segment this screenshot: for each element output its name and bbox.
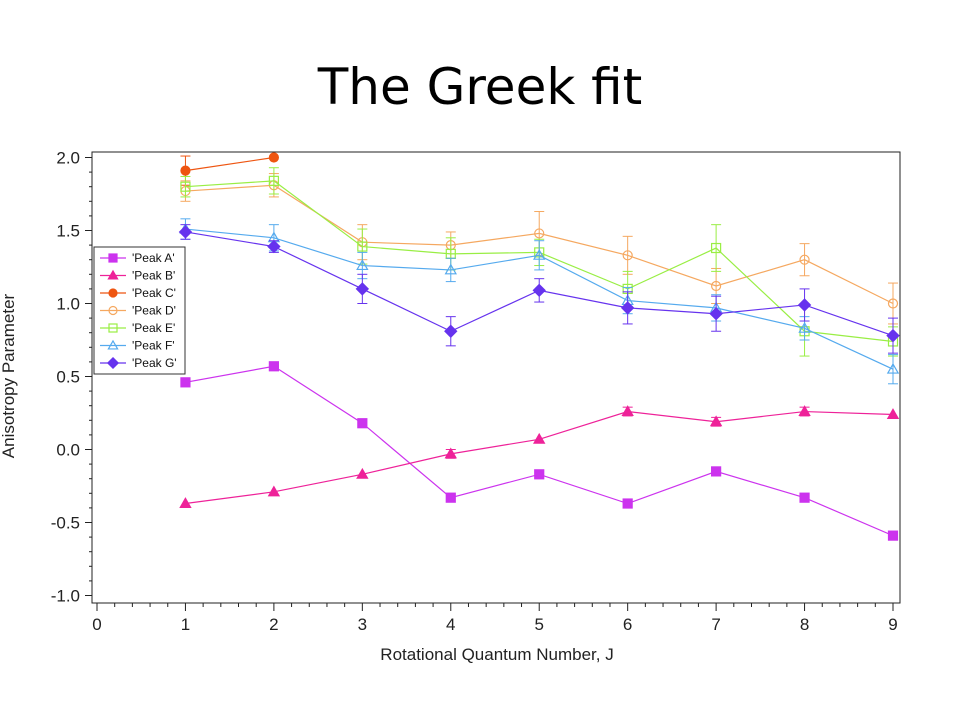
data-point [534,469,545,480]
data-point [886,408,900,419]
data-point [444,324,458,338]
data-point [534,228,545,239]
data-point [709,415,723,427]
legend-marker [108,288,118,298]
series-line [185,184,894,305]
data-point [711,280,722,292]
x-tick-label: 2 [269,615,278,634]
data-point [267,485,281,497]
y-axis-label: Anisotropy Parameter [0,293,18,458]
data-point [268,152,279,163]
data-point [621,405,634,417]
series-layer [178,152,900,541]
data-point [444,447,457,459]
data-point [711,466,722,477]
slide-title: The Greek fit [317,58,643,116]
data-point [356,259,369,271]
legend-entry: 'Peak B' [132,269,175,283]
data-point [357,418,368,429]
data-point [179,497,192,509]
legend-entry: 'Peak F' [132,339,175,353]
x-tick-label: 9 [888,615,897,634]
data-point [711,242,722,254]
y-tick-label: 0.0 [56,441,80,460]
series-line [185,410,894,505]
data-point [180,165,191,176]
x-tick-label: 4 [446,615,455,634]
data-point [887,298,899,309]
legend-entry: 'Peak G' [132,356,177,370]
data-point [798,405,811,417]
y-tick-label: 2.0 [56,149,80,168]
x-tick-label: 3 [358,615,367,634]
legend-entry: 'Peak D' [132,304,176,318]
data-point [267,239,281,254]
x-tick-label: 0 [92,615,101,634]
legend-marker [107,269,119,280]
plot-frame [91,151,901,604]
legend-marker [108,253,118,263]
series-0 [180,361,899,541]
x-tick-label: 1 [181,615,190,634]
y-axis: 2.0 1.5 1.0 0.5 0.0 -0.5 -1.0 [51,149,92,606]
legend-marker [107,339,119,350]
data-point [533,432,546,444]
data-point [886,362,900,374]
legend-entry: 'Peak C' [132,286,176,300]
data-point [356,467,369,479]
series-line [185,365,894,537]
series-1 [179,405,900,509]
data-point [799,254,810,265]
data-point [886,328,900,343]
y-tick-label: -1.0 [51,587,80,606]
y-tick-label: 1.0 [56,295,80,314]
y-tick-label: -0.5 [51,514,80,533]
data-point [798,321,811,333]
data-point [533,248,546,260]
data-point [180,377,191,388]
legend-marker [108,323,118,333]
data-point [799,492,810,503]
data-point [532,283,546,298]
legend-entry: 'Peak A' [132,251,175,265]
x-tick-label: 8 [800,615,809,634]
x-tick-label: 5 [534,615,543,634]
data-point [444,263,457,275]
legend: 'Peak A' 'Peak B' 'Peak C' 'Peak D' 'Peak E'… [93,246,186,375]
data-point [445,492,456,503]
series-line [185,156,274,172]
x-tick-label: 7 [711,615,720,634]
data-point [268,175,279,186]
y-tick-label: 1.5 [56,222,80,241]
series-5 [179,218,900,385]
data-point [622,498,633,509]
series-6 [178,224,900,354]
data-point [268,361,279,372]
legend-marker [108,305,118,316]
series-2 [180,152,279,186]
data-point [622,250,633,261]
x-axis-label: Rotational Quantum Number, J [380,645,613,664]
data-point [620,301,635,315]
data-point [355,282,370,296]
data-point [180,181,191,192]
data-point [797,298,812,312]
y-tick-label: 0.5 [56,368,80,387]
x-tick-label: 6 [623,615,632,634]
data-point [178,225,193,239]
data-point [709,307,723,321]
x-axis: 0 1 2 3 4 5 6 7 8 9 [92,603,898,634]
legend-marker [106,356,120,370]
data-point [357,241,368,252]
data-point [887,530,899,541]
series-line [185,228,894,370]
legend-entry: 'Peak E' [132,321,175,335]
